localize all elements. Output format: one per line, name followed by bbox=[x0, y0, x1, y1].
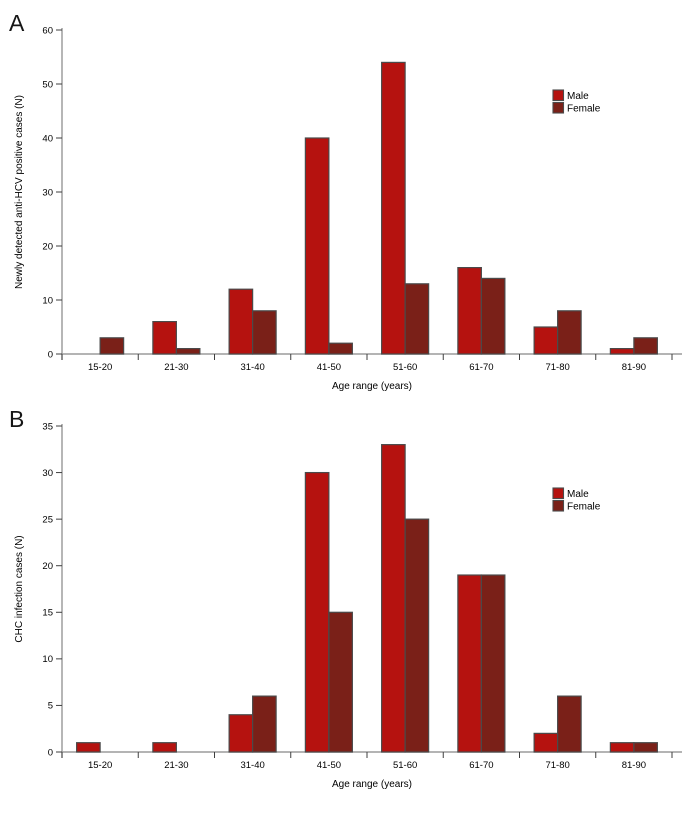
y-tick-label: 10 bbox=[42, 295, 53, 306]
legend-swatch-female bbox=[552, 101, 565, 114]
bar-female-31-40 bbox=[252, 310, 277, 355]
panel-label-b: B bbox=[9, 406, 24, 432]
x-tick-label-71-80: 71-80 bbox=[545, 760, 569, 771]
y-tick-label: 0 bbox=[48, 747, 53, 758]
x-tick-label-21-30: 21-30 bbox=[164, 760, 188, 771]
bar-male-21-30 bbox=[152, 321, 177, 355]
panel-label-a: A bbox=[9, 10, 24, 36]
y-tick-label: 20 bbox=[42, 241, 53, 252]
bar-male-61-70 bbox=[457, 574, 482, 753]
bar-female-41-50 bbox=[328, 342, 353, 355]
x-tick-label-51-60: 51-60 bbox=[393, 362, 417, 373]
bar-female-71-80 bbox=[557, 695, 582, 753]
y-tick-label: 35 bbox=[42, 421, 53, 432]
x-tick-label-31-40: 31-40 bbox=[240, 362, 264, 373]
chart-a-svg: 0 10 20 30 40 50 60 15-20 21-30 31-40 41-50 51-60 61… bbox=[14, 25, 682, 392]
bar-female-51-60 bbox=[404, 283, 430, 355]
y-axis-title: Newly detected anti-HCV positive cases (… bbox=[14, 95, 25, 289]
x-tick-label-51-60: 51-60 bbox=[393, 760, 417, 771]
y-tick-label: 30 bbox=[42, 468, 53, 479]
legend-label-female: Female bbox=[567, 502, 601, 513]
legend-label-female: Female bbox=[567, 104, 601, 115]
chart-b-svg: 0 5 10 15 20 25 30 35 15-20 21-30 31-40 41-50 51-60 6… bbox=[14, 421, 682, 790]
bar-male-41-50 bbox=[304, 471, 330, 753]
x-tick-label-21-30: 21-30 bbox=[164, 362, 188, 373]
legend-label-male: Male bbox=[567, 489, 589, 500]
y-axis-title: CHC infection cases (N) bbox=[14, 535, 25, 642]
legend-swatch-male bbox=[552, 487, 565, 500]
x-tick-label-31-40: 31-40 bbox=[240, 760, 264, 771]
x-axis-title: Age range (years) bbox=[332, 779, 412, 790]
bar-female-15-20 bbox=[99, 337, 125, 355]
x-tick-label-15-20: 15-20 bbox=[88, 760, 112, 771]
bar-female-31-40 bbox=[252, 695, 277, 753]
bar-female-81-90 bbox=[633, 742, 658, 753]
x-tick-label-15-20: 15-20 bbox=[88, 362, 112, 373]
y-tick-label: 5 bbox=[48, 701, 53, 712]
x-tick-label-61-70: 61-70 bbox=[469, 362, 493, 373]
y-tick-label: 60 bbox=[42, 25, 53, 36]
bar-female-51-60 bbox=[404, 518, 430, 753]
bar-male-31-40 bbox=[228, 288, 254, 355]
bar-male-51-60 bbox=[381, 444, 406, 753]
x-axis-title: Age range (years) bbox=[332, 381, 412, 392]
x-tick-label-81-90: 81-90 bbox=[622, 362, 646, 373]
x-tick-label-71-80: 71-80 bbox=[545, 362, 569, 373]
bar-female-41-50 bbox=[328, 611, 353, 753]
y-tick-label: 30 bbox=[42, 187, 53, 198]
y-tick-label: 15 bbox=[42, 608, 53, 619]
bar-female-81-90 bbox=[633, 337, 658, 355]
x-tick-label-61-70: 61-70 bbox=[469, 760, 493, 771]
bar-female-21-30 bbox=[175, 348, 201, 355]
bar-male-81-90 bbox=[609, 348, 635, 355]
x-tick-label-81-90: 81-90 bbox=[622, 760, 646, 771]
x-tick-label-41-50: 41-50 bbox=[317, 760, 341, 771]
bar-male-15-20 bbox=[76, 742, 101, 753]
bar-female-61-70 bbox=[480, 574, 506, 753]
bar-male-51-60 bbox=[381, 61, 406, 355]
bar-male-31-40 bbox=[228, 714, 254, 753]
y-tick-label: 50 bbox=[42, 79, 53, 90]
y-tick-label: 25 bbox=[42, 514, 53, 525]
legend-swatch-male bbox=[552, 89, 565, 102]
y-tick-label: 40 bbox=[42, 133, 53, 144]
y-tick-label: 20 bbox=[42, 561, 53, 572]
legend-label-male: Male bbox=[567, 91, 589, 102]
bar-male-71-80 bbox=[533, 326, 559, 355]
bar-male-61-70 bbox=[457, 267, 482, 355]
y-tick-label: 10 bbox=[42, 654, 53, 665]
x-tick-label-41-50: 41-50 bbox=[317, 362, 341, 373]
y-tick-label: 0 bbox=[48, 349, 53, 360]
legend-swatch-female bbox=[552, 499, 565, 512]
bar-female-61-70 bbox=[480, 277, 506, 355]
bar-male-21-30 bbox=[152, 742, 177, 753]
bar-female-71-80 bbox=[557, 310, 582, 355]
bar-male-41-50 bbox=[304, 137, 330, 355]
bar-male-71-80 bbox=[533, 732, 559, 753]
bar-male-81-90 bbox=[609, 742, 635, 753]
